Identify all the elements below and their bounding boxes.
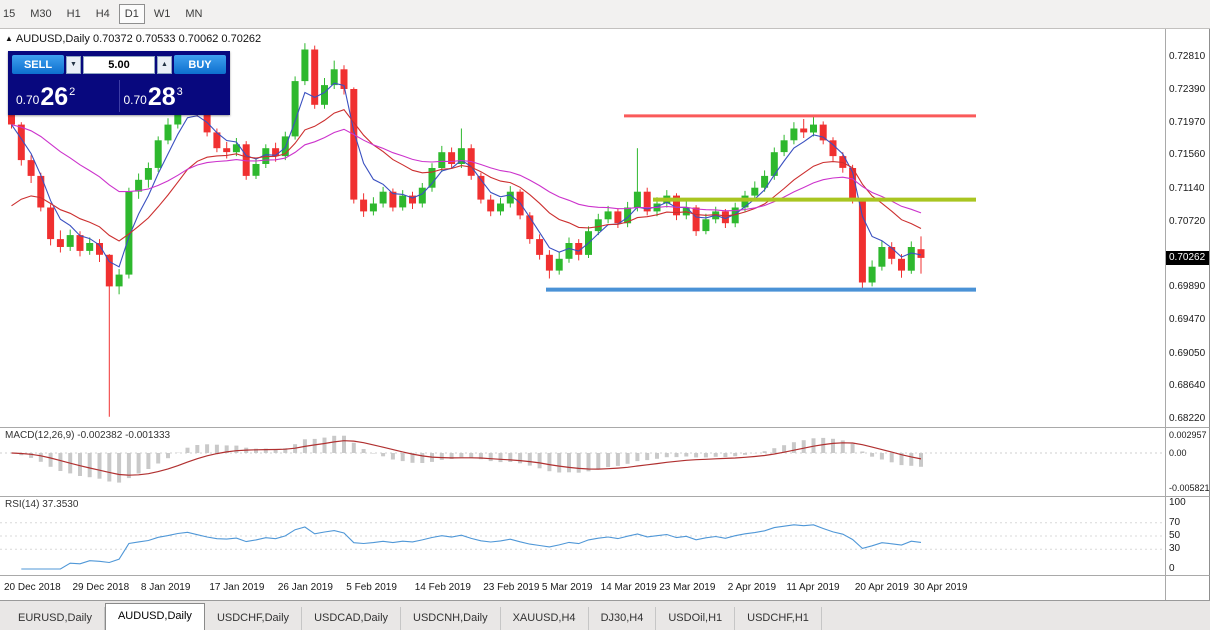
price-tick: 0.71970 bbox=[1169, 116, 1206, 128]
date-tick: 14 Feb 2019 bbox=[414, 582, 471, 593]
rsi-label: RSI(14) 37.3530 bbox=[5, 499, 79, 510]
timeframe-button-d1[interactable]: D1 bbox=[118, 4, 145, 24]
chart-symbol-label: AUDUSD,Daily bbox=[15, 33, 90, 45]
rsi-tick: 0 bbox=[1169, 563, 1175, 574]
ma-fast-blue bbox=[11, 82, 922, 268]
date-tick: 20 Apr 2019 bbox=[854, 582, 909, 593]
chart-tab-eurusd-daily[interactable]: EURUSD,Daily bbox=[6, 607, 105, 630]
price-tick: 0.70720 bbox=[1169, 215, 1206, 227]
timeframe-button-mn[interactable]: MN bbox=[179, 4, 208, 24]
date-tick: 23 Mar 2019 bbox=[659, 582, 716, 593]
date-tick: 11 Apr 2019 bbox=[786, 582, 840, 593]
timeframe-button-m30[interactable]: M30 bbox=[24, 4, 57, 24]
rsi-tick: 100 bbox=[1169, 497, 1186, 508]
one-click-trade-panel: SELL ▼ 5.00 ▲ BUY 0.70 26 2 0.70 28 bbox=[8, 51, 230, 115]
macd-signal-line bbox=[11, 440, 922, 476]
macd-tick: 0.002957 bbox=[1169, 430, 1207, 441]
date-tick: 30 Apr 2019 bbox=[913, 582, 968, 593]
date-tick: 17 Jan 2019 bbox=[209, 582, 265, 593]
chart-symbol-icon: ▲ bbox=[5, 34, 13, 43]
chart-tab-xauusd-h4[interactable]: XAUUSD,H4 bbox=[501, 607, 589, 630]
buy-price-point: 3 bbox=[176, 86, 183, 98]
rsi-line bbox=[21, 524, 922, 570]
date-tick: 23 Feb 2019 bbox=[483, 582, 540, 593]
macd-axis: 0.002957 0.00 -0.005821 bbox=[1165, 427, 1210, 496]
date-tick: 14 Mar 2019 bbox=[600, 582, 657, 593]
price-tick: 0.69890 bbox=[1169, 281, 1206, 293]
chart-tab-dj30-h4[interactable]: DJ30,H4 bbox=[589, 607, 657, 630]
quote-divider bbox=[118, 80, 120, 112]
date-tick: 8 Jan 2019 bbox=[140, 582, 191, 593]
time-axis: 20 Dec 2018 29 Dec 2018 8 Jan 2019 17 Jan 2… bbox=[0, 575, 1165, 600]
macd-name: MACD(12,26,9) bbox=[5, 430, 75, 441]
macd-chart bbox=[0, 435, 1165, 483]
price-chart-pane[interactable]: ▲ AUDUSD,Daily 0.70372 0.70533 0.70062 0.… bbox=[0, 29, 1165, 427]
timeframe-button-15[interactable]: 15 bbox=[0, 4, 21, 24]
buy-price[interactable]: 0.70 28 3 bbox=[120, 84, 227, 112]
trade-panel-quotes: 0.70 26 2 0.70 28 3 bbox=[12, 76, 226, 112]
timeframe-button-h4[interactable]: H4 bbox=[90, 4, 116, 24]
buy-price-base: 0.70 bbox=[123, 93, 147, 107]
chart-tab-usdchf-daily[interactable]: USDCHF,Daily bbox=[205, 607, 303, 630]
chart-tab-bar: EURUSD,Daily AUDUSD,Daily USDCHF,Daily USDC… bbox=[0, 600, 1210, 630]
chart-area: ▲ AUDUSD,Daily 0.70372 0.70533 0.70062 0.… bbox=[0, 29, 1210, 600]
sell-price-point: 2 bbox=[69, 86, 76, 98]
rsi-tick: 30 bbox=[1169, 543, 1181, 555]
volume-decrease-icon[interactable]: ▼ bbox=[66, 55, 81, 74]
price-tick: 0.68640 bbox=[1169, 379, 1206, 391]
price-tick: 0.72810 bbox=[1169, 50, 1206, 62]
price-tick: 0.72390 bbox=[1169, 83, 1206, 95]
timeframe-toolbar: 15 M30 H1 H4 D1 W1 MN bbox=[0, 0, 1210, 29]
sell-price-pips: 26 bbox=[40, 83, 69, 111]
price-tick: 0.68220 bbox=[1169, 413, 1206, 425]
chart-tab-usdchf-h1[interactable]: USDCHF,H1 bbox=[735, 607, 822, 630]
chart-tab-usdcnh-daily[interactable]: USDCNH,Daily bbox=[401, 607, 501, 630]
horizontal-level-lines bbox=[546, 114, 976, 292]
date-tick: 5 Mar 2019 bbox=[541, 582, 593, 593]
volume-input[interactable]: 5.00 bbox=[83, 55, 155, 74]
macd-tick: 0.00 bbox=[1169, 448, 1187, 459]
chart-ohlc-values: 0.70372 0.70533 0.70062 0.70262 bbox=[92, 33, 262, 45]
current-price-label: 0.70262 bbox=[1166, 250, 1209, 265]
rsi-pane[interactable]: RSI(14) 37.3530 bbox=[0, 496, 1165, 575]
rsi-tick: 50 bbox=[1169, 530, 1181, 541]
rsi-tick: 70 bbox=[1169, 516, 1181, 528]
macd-values: -0.002382 -0.001333 bbox=[77, 430, 171, 441]
timeframe-button-w1[interactable]: W1 bbox=[148, 4, 177, 24]
volume-increase-icon[interactable]: ▲ bbox=[157, 55, 172, 74]
price-tick: 0.71560 bbox=[1169, 149, 1206, 161]
chart-tab-usdoil-h1[interactable]: USDOil,H1 bbox=[656, 607, 736, 630]
date-tick: 5 Feb 2019 bbox=[346, 582, 397, 593]
price-tick: 0.71140 bbox=[1169, 182, 1205, 194]
price-tick: 0.69050 bbox=[1169, 347, 1206, 359]
date-tick: 2 Apr 2019 bbox=[727, 582, 777, 593]
price-tick: 0.69470 bbox=[1169, 314, 1206, 326]
chart-tab-usdcad-daily[interactable]: USDCAD,Daily bbox=[302, 607, 402, 630]
buy-button[interactable]: BUY bbox=[174, 55, 226, 74]
sell-price-base: 0.70 bbox=[16, 93, 40, 107]
sell-button[interactable]: SELL bbox=[12, 55, 64, 74]
date-tick: 26 Jan 2019 bbox=[277, 582, 333, 593]
macd-pane[interactable]: MACD(12,26,9) -0.002382 -0.001333 bbox=[0, 427, 1165, 496]
date-tick: 29 Dec 2018 bbox=[72, 582, 130, 593]
chart-tab-audusd-daily[interactable]: AUDUSD,Daily bbox=[104, 603, 205, 630]
timeframe-button-h1[interactable]: H1 bbox=[61, 4, 87, 24]
date-tick: 20 Dec 2018 bbox=[4, 582, 61, 593]
axis-corner bbox=[1165, 575, 1210, 600]
rsi-chart bbox=[0, 522, 1165, 570]
ma-slow-magenta bbox=[11, 124, 922, 214]
macd-label: MACD(12,26,9) -0.002382 -0.001333 bbox=[5, 430, 170, 441]
rsi-axis: 100 70 50 30 0 bbox=[1165, 496, 1210, 575]
macd-histogram bbox=[19, 435, 923, 483]
buy-price-pips: 28 bbox=[147, 83, 176, 111]
price-axis: 0.72810 0.72390 0.71970 0.71560 0.71140 0.707… bbox=[1165, 29, 1210, 427]
sell-price[interactable]: 0.70 26 2 bbox=[12, 84, 119, 112]
trade-panel-controls: SELL ▼ 5.00 ▲ BUY bbox=[12, 55, 226, 74]
macd-tick: -0.005821 bbox=[1169, 483, 1210, 494]
chart-header: ▲ AUDUSD,Daily 0.70372 0.70533 0.70062 0.… bbox=[5, 33, 261, 45]
